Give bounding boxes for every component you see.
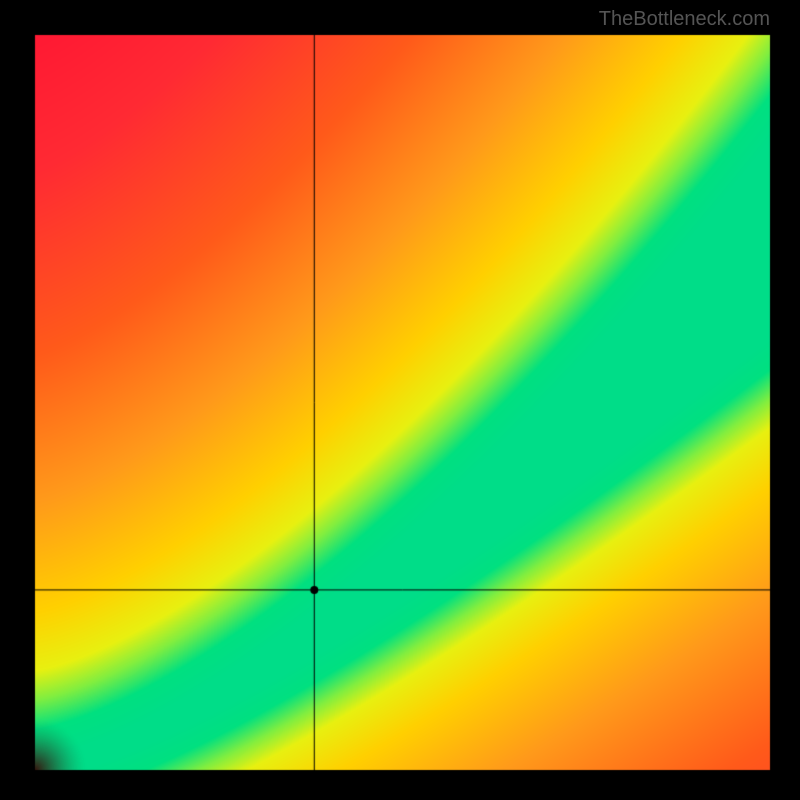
chart-container: TheBottleneck.com — [0, 0, 800, 800]
bottleneck-heatmap — [0, 0, 800, 800]
watermark-text: TheBottleneck.com — [599, 8, 770, 31]
